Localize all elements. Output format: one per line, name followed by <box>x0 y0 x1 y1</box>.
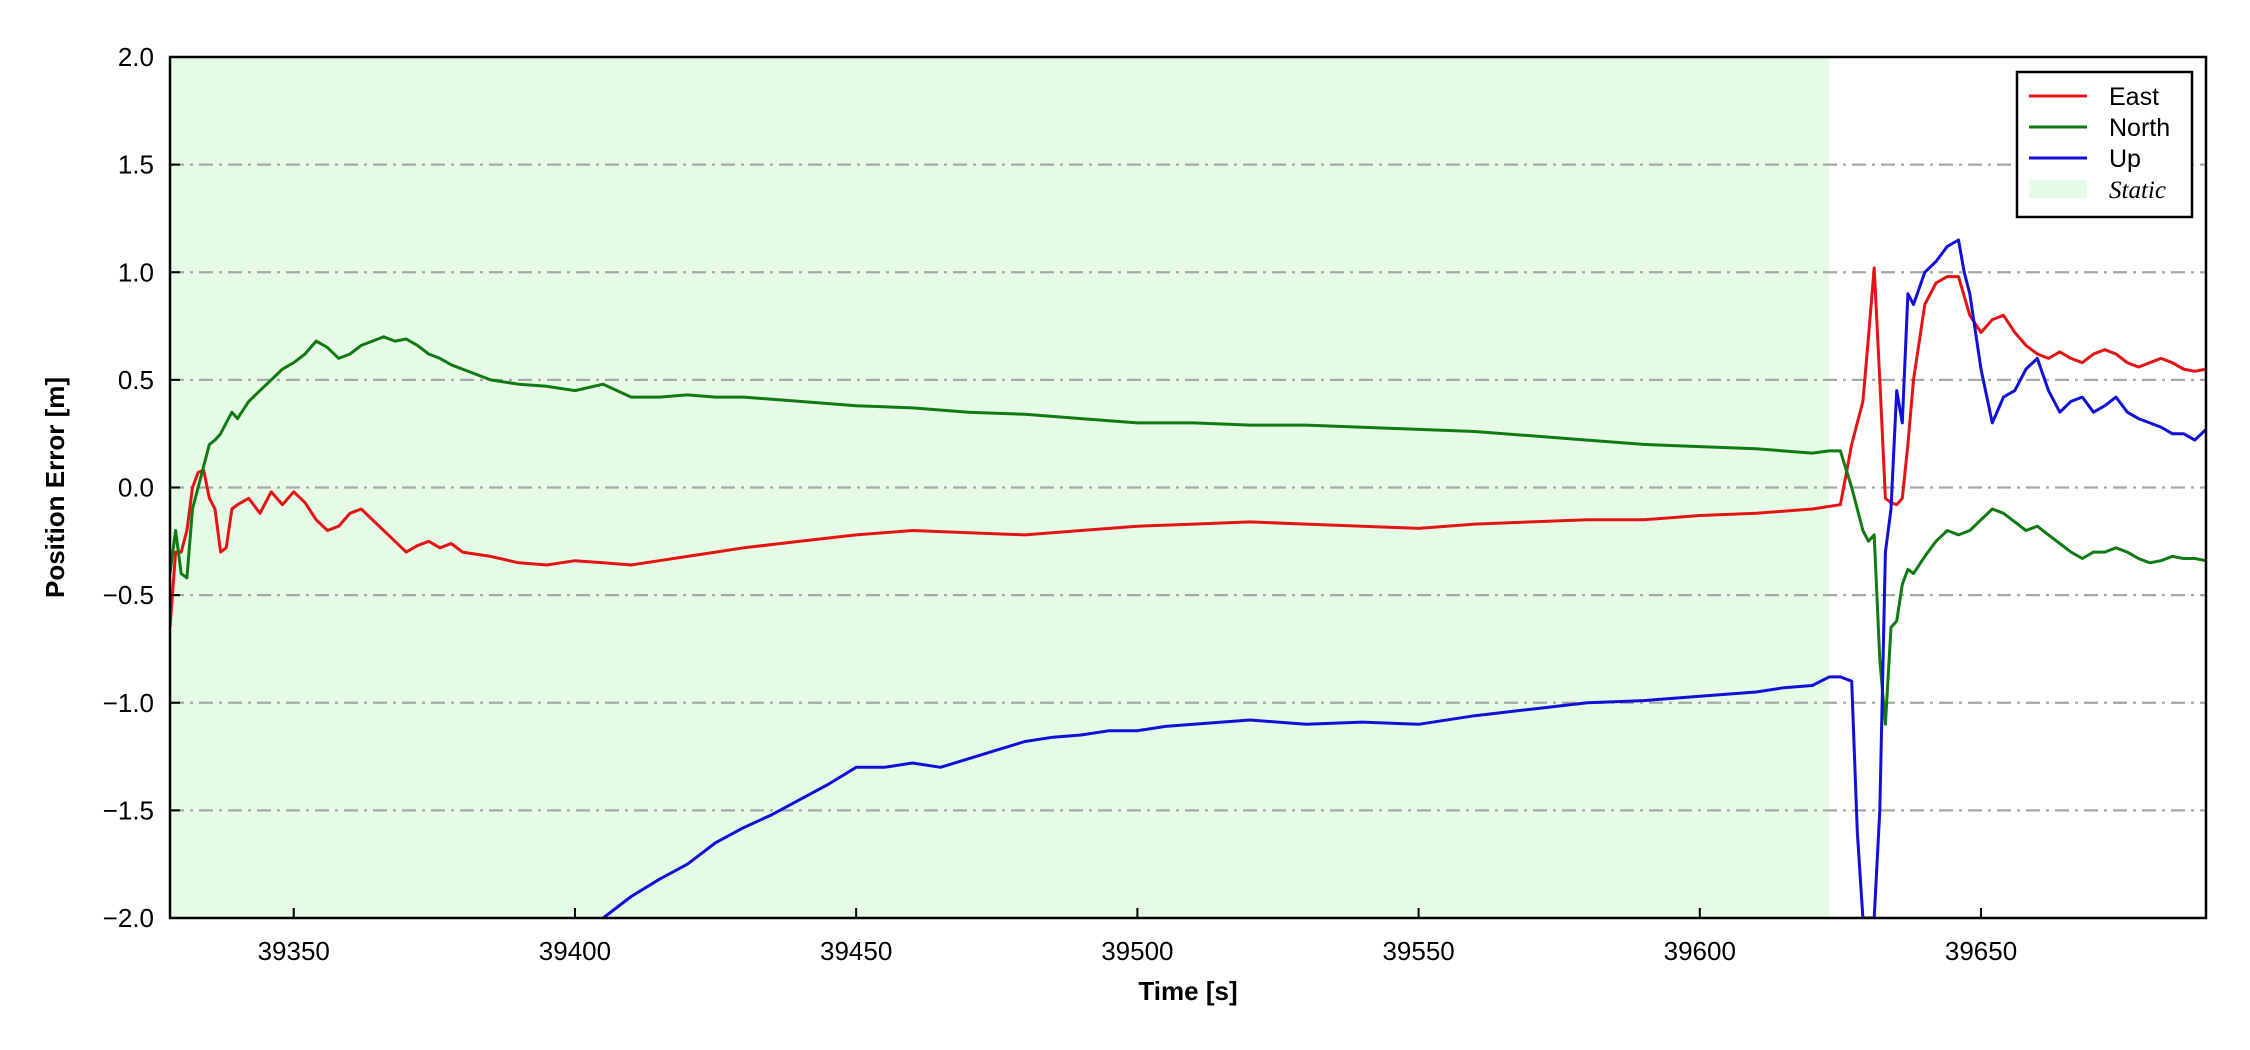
legend-label-up: Up <box>2109 145 2141 173</box>
axis-ticks: 39350 39400 39450 39500 39550 39600 39650 −2.0 −… <box>103 42 2018 966</box>
legend-label-north: North <box>2109 114 2170 142</box>
static-shaded-region <box>170 57 1830 918</box>
grid-lines <box>170 163 2206 812</box>
series-line-up <box>602 238 2206 918</box>
legend-swatch-static <box>2029 180 2087 198</box>
x-tick-label-0: 39350 <box>258 936 330 966</box>
y-tick-label-0: −2.0 <box>103 903 154 933</box>
x-tick-label-6: 39650 <box>1945 936 2017 966</box>
y-tick-label-4: 0.0 <box>118 473 154 503</box>
series-lines <box>170 238 2206 918</box>
legend-label-east: East <box>2109 83 2159 111</box>
y-tick-label-2: −1.0 <box>103 688 154 718</box>
y-tick-label-1: −1.5 <box>103 795 154 825</box>
static-region-band <box>170 57 1830 918</box>
x-tick-label-1: 39400 <box>539 936 611 966</box>
y-tick-label-6: 1.0 <box>118 257 154 287</box>
x-tick-label-5: 39600 <box>1664 936 1736 966</box>
y-tick-label-3: −0.5 <box>103 580 154 610</box>
y-axis-label: Position Error [m] <box>40 377 70 598</box>
legend-label-static: Static <box>2109 177 2166 204</box>
x-tick-label-4: 39550 <box>1382 936 1454 966</box>
legend: East North Up Static <box>2015 70 2194 219</box>
y-tick-label-7: 1.5 <box>118 150 154 180</box>
x-tick-label-3: 39500 <box>1101 936 1173 966</box>
x-tick-label-2: 39450 <box>820 936 892 966</box>
y-tick-label-5: 0.5 <box>118 365 154 395</box>
y-tick-label-8: 2.0 <box>118 42 154 72</box>
series-line-north <box>170 335 2206 726</box>
x-axis-label: Time [s] <box>1138 976 1237 1006</box>
series-line-east <box>170 266 2206 628</box>
